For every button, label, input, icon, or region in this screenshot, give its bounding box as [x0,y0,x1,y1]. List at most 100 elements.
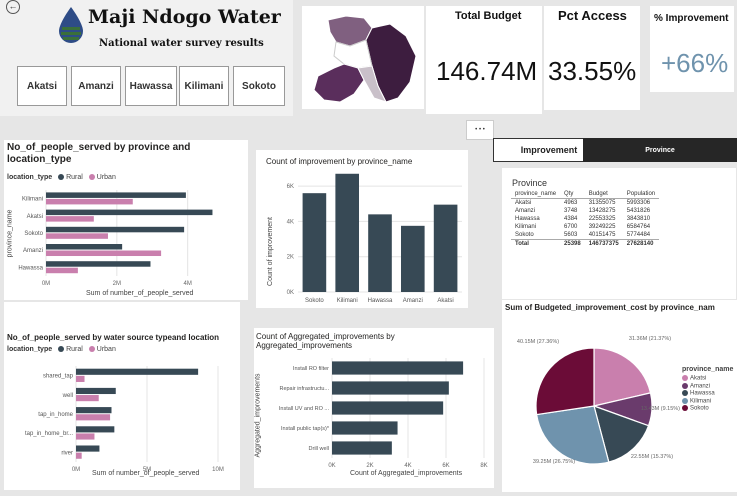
bar-rural[interactable] [76,387,116,395]
pie-slice-hawassa[interactable] [593,405,650,463]
matrix-cell: 39249225 [588,224,616,230]
kpi-total-budget-label: Total Budget [455,10,522,22]
pie-legend-item[interactable]: Amanzi [682,382,733,389]
bar[interactable] [332,381,449,395]
chart-plot: 0K 2K 4K 6K 8K Install RO filter Repair infras… [279,358,488,469]
matrix-title: Province [512,178,548,188]
more-options-button[interactable]: • • • [466,120,494,140]
bar-urban[interactable] [46,233,108,239]
matrix-row[interactable]: Hawassa 4384 22553325 3843810 [511,215,659,223]
bar-rural[interactable] [46,226,185,233]
matrix-cell: 6700 [564,224,578,230]
dashboard-subtitle: National water survey results [99,38,264,49]
chart-people-by-province: No_of_people_served by province and loca… [4,140,248,300]
pie-slice-kilimani[interactable] [535,405,610,465]
matrix-cell: Kilimani [515,224,537,230]
y-tick-label: 4K [287,219,294,225]
kpi-pct-access: Pct Access 33.55% [544,6,640,110]
y-axis-title: Count of improvement [266,217,274,286]
province-matrix: province_name Qty Budget Population Akatsi 4… [511,190,660,248]
pie-legend-item[interactable]: Akatsi [682,375,733,382]
back-arrow-icon[interactable]: ← [6,0,20,14]
bar[interactable] [433,204,458,292]
bar[interactable] [332,361,464,375]
matrix-header-cell[interactable]: Population [622,190,660,199]
y-tick-label: 6K [287,184,294,190]
bar-rural[interactable] [46,244,123,250]
matrix-total-cell: Total [511,239,561,248]
bar[interactable] [302,193,327,292]
bar-urban[interactable] [46,250,162,257]
x-tick-label: 0K [328,463,335,469]
category-label: Sokoto [305,298,324,304]
bar-urban[interactable] [46,198,133,205]
pie-slice-akatsi[interactable] [593,347,652,407]
bar[interactable] [332,421,398,435]
category-label: Kilimani [337,298,358,304]
matrix-total-row: Total 25398 146737375 27628140 [511,239,660,248]
province-slicer-sokoto[interactable]: Sokoto [233,66,285,106]
category-label: Akatsi [27,214,43,220]
legend-swatch [682,405,688,412]
bar-rural[interactable] [76,426,115,433]
chart-legend: location_type Rural Urban [7,174,116,181]
pie-legend-item[interactable]: Sokoto [682,405,733,412]
pie-legend-item[interactable]: Kilimani [682,397,733,404]
matrix-row[interactable]: Kilimani 6700 39249225 6584764 [511,223,659,231]
matrix-row[interactable]: Amanzi 3748 13428275 5431826 [511,207,659,215]
matrix-row[interactable]: Sokoto 5603 40151475 5774484 [511,231,659,240]
dashboard-title: Maji Ndogo Water [88,6,281,28]
x-tick-label: 10M [212,467,224,473]
category-label: tap_in_home_br... [25,431,73,437]
bar-rural[interactable] [76,407,112,414]
matrix-header-cell[interactable]: Budget [584,190,623,199]
category-label: Sokoto [24,231,43,237]
category-label: Amanzi [403,298,423,304]
bar-urban[interactable] [76,375,85,382]
bar-urban[interactable] [46,216,94,222]
province-map[interactable] [302,6,424,109]
x-tick-label: 6K [442,463,449,469]
bar[interactable] [335,173,360,292]
pie-data-label: 39.25M (26.75%) [533,459,575,465]
x-tick-label: 4K [404,463,411,469]
bar[interactable] [332,401,444,415]
province-slicer-amanzi[interactable]: Amanzi [71,66,121,106]
legend-swatch [682,382,688,389]
province-slicer-akatsi[interactable]: Akatsi [17,66,67,106]
matrix-cell: Hawassa [515,216,540,222]
bar[interactable] [332,441,392,455]
matrix-cell: 5993306 [626,200,651,206]
bar-urban[interactable] [46,267,78,274]
category-label: Drill well [309,446,329,452]
bar-urban[interactable] [76,414,111,421]
legend-swatch [682,397,688,404]
matrix-header-cell[interactable]: Qty [560,190,585,199]
pie-slice-sokoto[interactable] [535,347,595,416]
province-slicer-kilimani[interactable]: Kilimani [179,66,229,106]
pie-legend-item[interactable]: Hawassa [682,390,733,397]
tab-province[interactable]: Province [583,138,737,162]
pie-data-label: 22.55M (15.37%) [631,454,673,460]
bar-rural[interactable] [76,368,199,375]
bar-urban[interactable] [76,395,99,402]
x-tick-label: 2K [366,463,373,469]
bar[interactable] [400,225,425,292]
bar-rural[interactable] [46,192,186,198]
matrix-header-cell[interactable]: province_name [511,190,561,199]
matrix-row[interactable]: Akatsi 4963 31355075 5993306 [511,199,659,208]
chart-title: Count of Aggregated_improvements by Aggr… [256,332,395,350]
legend-title: province_name [682,366,734,373]
matrix-cell: 40151475 [588,232,616,238]
province-slicer-hawassa[interactable]: Hawassa [125,66,177,106]
x-axis-title: Count of Aggregated_improvements [350,470,463,477]
bar-urban[interactable] [76,433,95,440]
bar-rural[interactable] [76,445,100,452]
bar-rural[interactable] [46,261,151,267]
category-label: Hawassa [18,265,43,271]
bar[interactable] [368,214,392,292]
bar-urban[interactable] [76,452,82,459]
bar-rural[interactable] [46,209,213,216]
legend-rural-label: Rural [66,174,83,181]
